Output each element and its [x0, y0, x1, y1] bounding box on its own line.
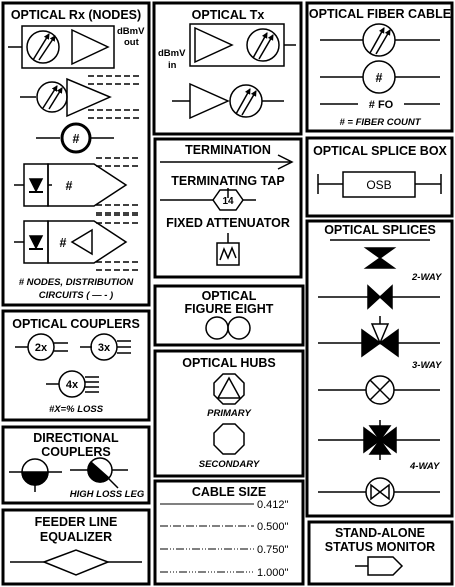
dbmv-label: dBmV [158, 48, 186, 59]
hash-label: # [66, 179, 73, 193]
two-way-label: 2-WAY [411, 272, 443, 283]
fixed-attenuator-title: FIXED ATTENUATOR [166, 216, 290, 230]
coupler-4x-symbol [46, 370, 99, 398]
dbmv-label: dBmV [117, 26, 145, 37]
panel-title-line-2: FIGURE EIGHT [185, 302, 274, 316]
panel-title-line-1: FEEDER LINE [35, 515, 118, 529]
splice-circle-bowtie-symbol [318, 477, 440, 507]
panel-stand-alone-status-monitor: STAND-ALONE STATUS MONITOR [307, 520, 454, 586]
out-label: out [124, 37, 140, 48]
splice-four-way-symbol [318, 420, 440, 460]
panel-cable-size: CABLE SIZE 0.412" 0.500" 0.750" 1.000" [153, 479, 305, 586]
panel-title-line-2: STATUS MONITOR [325, 540, 435, 554]
figure-eight-symbol [205, 316, 251, 340]
panel-optical-tx: OPTICAL Tx dBmV in [152, 1, 303, 136]
panel-optical-rx: OPTICAL Rx (NODES) dBmV out [1, 1, 151, 307]
panel-title-line-2: EQUALIZER [40, 530, 112, 544]
panel-feeder-line-equalizer: FEEDER LINE EQUALIZER [1, 508, 151, 586]
panel-optical-splice-box: OPTICAL SPLICE BOX OSB [305, 136, 454, 218]
panel-termination: TERMINATION TERMINATING TAP 14 FIXED ATT… [153, 137, 303, 279]
panel-title-line-1: STAND-ALONE [335, 526, 425, 540]
panel-title: OPTICAL COUPLERS [12, 317, 140, 331]
panel-title: OPTICAL FIBER CABLE [309, 7, 451, 21]
optical-transmitter-symbol [172, 82, 284, 120]
splice-vertical-symbol [330, 239, 430, 269]
high-loss-leg-label: HIGH LOSS LEG [70, 489, 145, 500]
optical-node-amplifier-symbol [14, 157, 140, 214]
directional-coupler-high-loss-symbol [70, 457, 128, 489]
panel-title: OPTICAL SPLICES [324, 223, 436, 237]
panel-optical-fiber-cable: OPTICAL FIBER CABLE # # FO # = FIBER COU… [305, 1, 454, 133]
coupler-2x-symbol [15, 333, 68, 361]
terminating-tap-symbol [160, 188, 256, 211]
fiber-count-note: # = FIBER COUNT [339, 117, 421, 128]
fiber-node-hash-symbol [36, 122, 114, 154]
cable-size-label: 0.412" [257, 499, 289, 511]
fiber-count-label: # FO [369, 99, 394, 111]
coupler-3x-label: 3x [98, 342, 111, 354]
panel-title-line-1: DIRECTIONAL [33, 431, 119, 445]
secondary-label: SECONDARY [199, 459, 261, 470]
fiber-cable-symbol [320, 23, 440, 57]
terminating-tap-title: TERMINATING TAP [171, 174, 284, 188]
panel-title: OPTICAL SPLICE BOX [313, 144, 447, 158]
splice-circle-x-symbol [318, 375, 440, 405]
panel-directional-couplers: DIRECTIONAL COUPLERS HIGH LOSS LEG [1, 425, 151, 505]
four-way-label: 4-WAY [409, 461, 441, 472]
splice-box-symbol [317, 171, 442, 198]
note-line-2: CIRCUITS ( — - ) [39, 290, 113, 301]
secondary-hub-symbol [213, 423, 245, 455]
status-monitor-symbol [355, 556, 404, 576]
optical-receiver-boxed-symbol [8, 25, 115, 69]
note-line-1: # NODES, DISTRIBUTION [19, 277, 135, 288]
cable-size-label: 0.500" [257, 521, 289, 533]
splice-two-way-symbol [318, 284, 440, 310]
panel-optical-hubs: OPTICAL HUBS PRIMARY SECONDARY [153, 349, 305, 478]
panel-title: OPTICAL Rx (NODES) [11, 8, 141, 22]
fiber-count-symbol [320, 60, 440, 94]
tap-value: 14 [222, 196, 234, 207]
splice-three-way-symbol [318, 316, 440, 358]
fixed-attenuator-symbol [216, 233, 240, 266]
panel-title: OPTICAL HUBS [182, 356, 276, 370]
coupler-3x-symbol [80, 333, 131, 361]
termination-symbol [160, 154, 294, 170]
optical-receiver-node-symbol [20, 75, 140, 119]
panel-optical-splices: OPTICAL SPLICES 2-WAY 3-WAY [305, 219, 454, 518]
panel-title: CABLE SIZE [192, 485, 266, 499]
optical-node-return-symbol [14, 214, 140, 271]
hash-label: # [60, 236, 67, 250]
panel-title-line-2: COUPLERS [41, 445, 110, 459]
cable-size-label: 1.000" [257, 567, 289, 579]
osb-label: OSB [366, 178, 391, 192]
in-label: in [168, 60, 177, 71]
coupler-note: #X=% LOSS [49, 404, 104, 415]
panel-optical-figure-eight: OPTICAL FIGURE EIGHT [153, 284, 305, 347]
primary-label: PRIMARY [207, 408, 252, 419]
hash-label: # [376, 71, 383, 85]
panel-title-line-1: OPTICAL [202, 289, 257, 303]
hash-label: # [73, 132, 80, 146]
cable-size-label: 0.750" [257, 544, 289, 556]
directional-coupler-symbol [9, 458, 62, 492]
termination-title: TERMINATION [185, 143, 271, 157]
feeder-line-equalizer-symbol [10, 549, 142, 576]
panel-title: OPTICAL Tx [192, 8, 265, 22]
optical-transmitter-boxed-symbol [189, 23, 296, 67]
primary-hub-symbol [213, 373, 245, 405]
coupler-2x-label: 2x [35, 342, 48, 354]
coupler-4x-label: 4x [66, 379, 79, 391]
panel-optical-couplers: OPTICAL COUPLERS 2x 3x 4x #X=% LOSS [1, 309, 151, 422]
three-way-label: 3-WAY [412, 360, 443, 371]
